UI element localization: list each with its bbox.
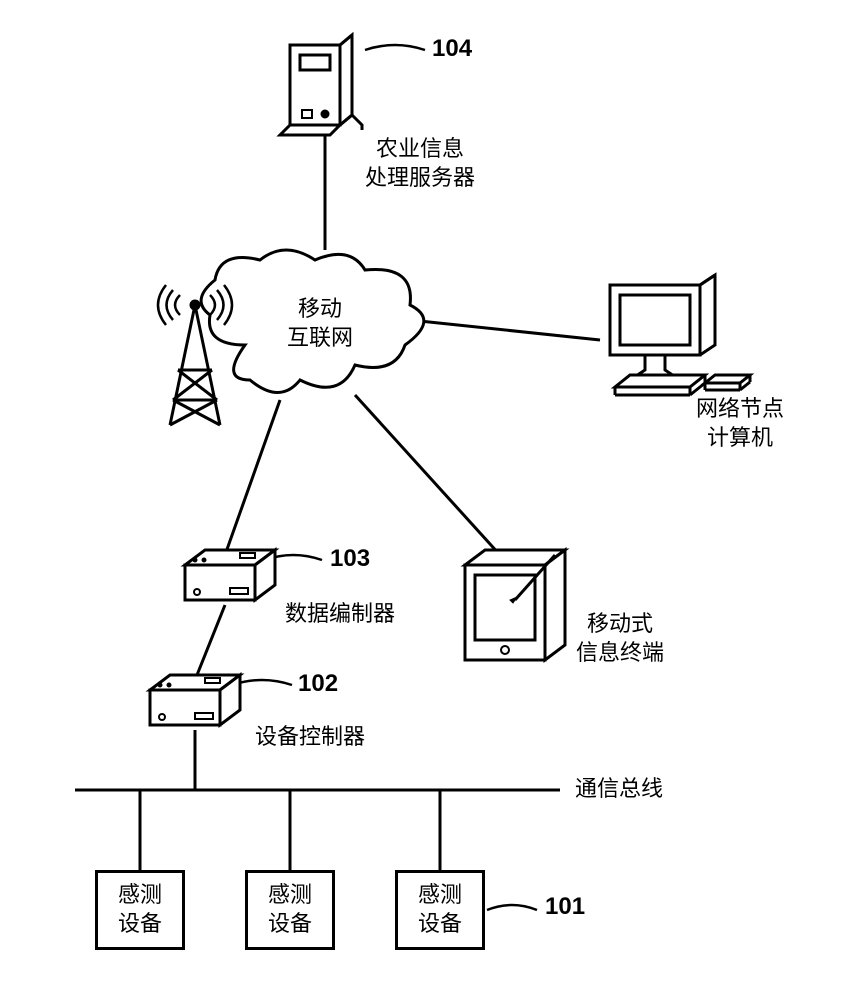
- tablet-label: 移动式 信息终端: [565, 610, 675, 667]
- bus-label: 通信总线: [575, 775, 663, 804]
- ref-101: 101: [545, 893, 585, 921]
- cloud-label: 移动 互联网: [270, 295, 370, 352]
- device-controller-label: 设备控制器: [255, 723, 365, 752]
- tablet-icon: [465, 550, 565, 660]
- ref-102: 102: [298, 670, 338, 698]
- edges: [140, 135, 600, 870]
- sensor-box-1: 感测 设备: [95, 870, 185, 950]
- ref-104: 104: [432, 35, 472, 63]
- device-controller-icon: [150, 675, 240, 725]
- computer-label: 网络节点 计算机: [680, 395, 800, 452]
- sensor-box-3: 感测 设备: [395, 870, 485, 950]
- server-icon: [280, 35, 362, 135]
- ref-103: 103: [330, 545, 370, 573]
- server-label: 农业信息 处理服务器: [350, 135, 490, 192]
- data-compiler-icon: [185, 550, 275, 600]
- data-compiler-label: 数据编制器: [285, 600, 395, 629]
- computer-icon: [610, 275, 750, 395]
- network-diagram: 农业信息 处理服务器 移动 互联网 网络节点 计算机 数据编制器 移动式 信息终…: [0, 0, 867, 1000]
- sensor-box-2: 感测 设备: [245, 870, 335, 950]
